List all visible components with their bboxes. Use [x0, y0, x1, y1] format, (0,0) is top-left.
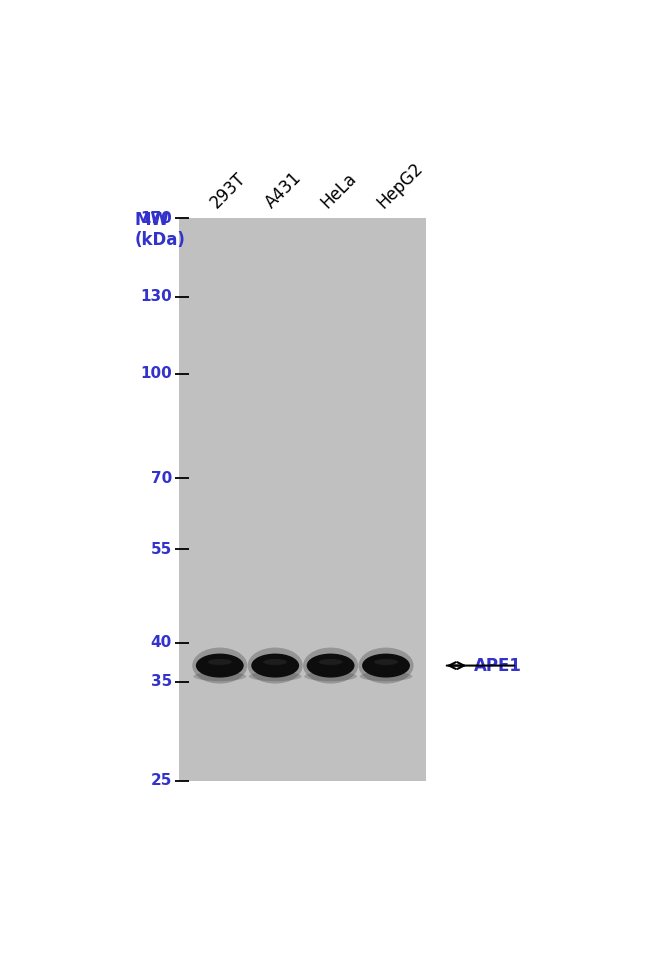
Text: 40: 40 — [151, 635, 172, 651]
Ellipse shape — [304, 672, 357, 681]
Text: 130: 130 — [140, 289, 172, 304]
Text: 293T: 293T — [207, 169, 250, 212]
Text: HeLa: HeLa — [318, 169, 360, 212]
Ellipse shape — [263, 659, 287, 665]
Text: 100: 100 — [140, 366, 172, 382]
Ellipse shape — [249, 672, 302, 681]
Ellipse shape — [359, 648, 413, 684]
Bar — [179, 218, 426, 780]
Ellipse shape — [248, 648, 303, 684]
Ellipse shape — [374, 659, 398, 665]
Text: 70: 70 — [151, 471, 172, 486]
Text: MW
(kDa): MW (kDa) — [134, 210, 185, 249]
Text: APE1: APE1 — [474, 656, 522, 675]
Ellipse shape — [192, 648, 247, 684]
Ellipse shape — [252, 654, 299, 678]
Ellipse shape — [208, 659, 232, 665]
Ellipse shape — [194, 672, 246, 681]
Ellipse shape — [303, 648, 358, 684]
Text: 170: 170 — [140, 210, 172, 226]
Ellipse shape — [318, 659, 343, 665]
Ellipse shape — [359, 672, 412, 681]
Text: HepG2: HepG2 — [373, 160, 426, 212]
Text: 35: 35 — [151, 674, 172, 690]
Text: 25: 25 — [151, 773, 172, 788]
Text: A431: A431 — [263, 169, 306, 212]
Ellipse shape — [196, 654, 244, 678]
Text: 55: 55 — [151, 542, 172, 557]
Ellipse shape — [307, 654, 354, 678]
Ellipse shape — [362, 654, 410, 678]
